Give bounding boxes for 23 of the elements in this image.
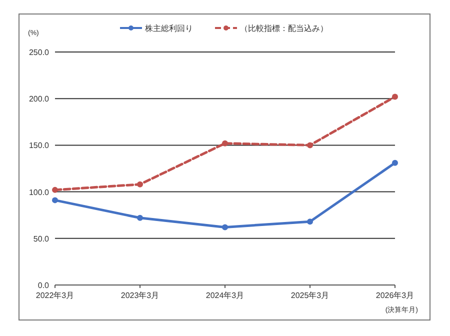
point bbox=[52, 197, 58, 204]
point bbox=[392, 160, 398, 166]
legend-label: 株主総利回り bbox=[144, 24, 193, 33]
y-tick-label: 250.0 bbox=[28, 48, 50, 57]
point bbox=[307, 218, 313, 225]
legend-label: （比較指標：配当込み） bbox=[240, 24, 328, 33]
point bbox=[392, 94, 398, 100]
point bbox=[222, 140, 228, 146]
y-tick-label: 0.0 bbox=[38, 281, 50, 290]
x-tick-label: 2025年3月 bbox=[290, 291, 330, 300]
point bbox=[222, 224, 228, 230]
y-tick-label: 100.0 bbox=[28, 188, 50, 197]
x-tick-label: 2026年3月 bbox=[376, 291, 414, 300]
y-tick-label: 50.0 bbox=[33, 234, 50, 244]
point bbox=[307, 142, 313, 148]
y-tick-label: 150.0 bbox=[28, 141, 50, 150]
x-tick-label: 2023年3月 bbox=[120, 291, 160, 300]
x-tick-label: 2024年3月 bbox=[206, 291, 244, 300]
point bbox=[137, 214, 143, 221]
point bbox=[137, 181, 143, 188]
point bbox=[52, 186, 58, 193]
x-tick-label: 2022年3月 bbox=[36, 291, 74, 300]
y-tick-label: 200.0 bbox=[28, 94, 50, 104]
